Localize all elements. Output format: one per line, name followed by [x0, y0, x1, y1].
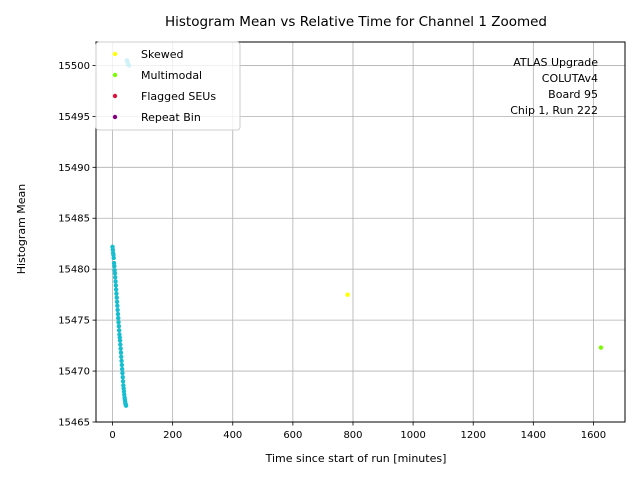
annotation-line: Board 95 — [548, 88, 598, 101]
y-tick-label: 15485 — [58, 214, 90, 225]
annotation-line: Chip 1, Run 222 — [510, 104, 598, 117]
data-point-normal — [115, 307, 120, 313]
data-point-normal — [115, 311, 121, 317]
y-tick-label: 15470 — [58, 367, 90, 378]
data-point-normal — [113, 283, 119, 288]
y-tick-label: 15495 — [58, 112, 90, 123]
data-point-normal — [119, 358, 124, 364]
data-point-normal — [120, 379, 126, 384]
x-tick-label: 600 — [283, 430, 302, 441]
x-tick-label: 400 — [223, 430, 242, 441]
annotation-line: COLUTAv4 — [542, 72, 598, 85]
x-tick-label: 1200 — [460, 430, 485, 441]
y-axis-ticks: 15465 15470 15475 15480 15485 15490 15495 15500 — [58, 61, 96, 429]
y-tick-label: 15500 — [58, 61, 90, 72]
data-point-normal — [113, 275, 118, 280]
data-point-normal — [120, 370, 125, 376]
data-point-normal — [114, 299, 120, 304]
x-tick-label: 1600 — [581, 430, 606, 441]
data-point-normal — [116, 324, 122, 329]
data-point-normal — [120, 374, 125, 380]
legend-box — [95, 41, 241, 131]
data-point-normal — [119, 354, 124, 359]
data-point-normal — [123, 403, 129, 408]
data-point-normal — [116, 319, 121, 325]
legend-label: Skewed — [141, 48, 183, 61]
legend-label: Repeat Bin — [141, 111, 201, 124]
data-point-normal — [116, 328, 122, 333]
data-point-normal — [115, 303, 120, 309]
annotation-line: ATLAS Upgrade — [513, 56, 598, 69]
legend-marker — [112, 72, 118, 78]
data-point-normal — [118, 350, 124, 355]
legend: Skewed Multimodal Flagged SEUs Repeat Bin — [95, 41, 241, 131]
data-point-normal — [118, 346, 123, 351]
legend-marker — [112, 51, 118, 57]
data-point-skewed — [345, 292, 350, 297]
y-tick-label: 15480 — [58, 265, 90, 276]
legend-marker — [112, 114, 118, 120]
x-axis-label: Time since start of run [minutes] — [265, 452, 447, 465]
x-tick-label: 1400 — [521, 430, 546, 441]
data-point-normal — [119, 362, 125, 368]
legend-label: Flagged SEUs — [141, 90, 216, 103]
data-point-normal — [112, 263, 117, 269]
x-tick-label: 0 — [109, 430, 115, 441]
plot-frame — [95, 41, 626, 423]
x-axis-ticks: 0 200 400 600 800 1000 1200 1400 1600 — [109, 422, 606, 441]
x-tick-label: 200 — [163, 430, 182, 441]
legend-label: Multimodal — [141, 69, 202, 82]
data-point-multimodal — [598, 345, 604, 350]
data-point-normal — [114, 291, 119, 296]
data-point-normal — [117, 338, 123, 343]
y-tick-label: 15490 — [58, 163, 90, 174]
x-tick-label: 800 — [343, 430, 362, 441]
data-point-normal — [119, 366, 125, 372]
chart-title: Histogram Mean vs Relative Time for Chan… — [165, 14, 547, 30]
data-point-normal — [114, 295, 119, 300]
run-info-annotation: ATLAS Upgrade COLUTAv4 Board 95 Chip 1, … — [510, 56, 598, 117]
data-point-normal — [113, 287, 119, 292]
data-point-normal — [113, 279, 118, 284]
data-point-normal — [116, 315, 121, 321]
y-tick-label: 15475 — [58, 316, 90, 327]
data-point-normal — [112, 271, 118, 276]
data-point-normal — [111, 255, 116, 261]
y-tick-label: 15465 — [58, 418, 90, 429]
y-axis-label: Histogram Mean — [15, 184, 28, 275]
legend-marker — [112, 93, 118, 99]
x-tick-label: 1000 — [400, 430, 425, 441]
data-point-normal — [118, 342, 123, 347]
